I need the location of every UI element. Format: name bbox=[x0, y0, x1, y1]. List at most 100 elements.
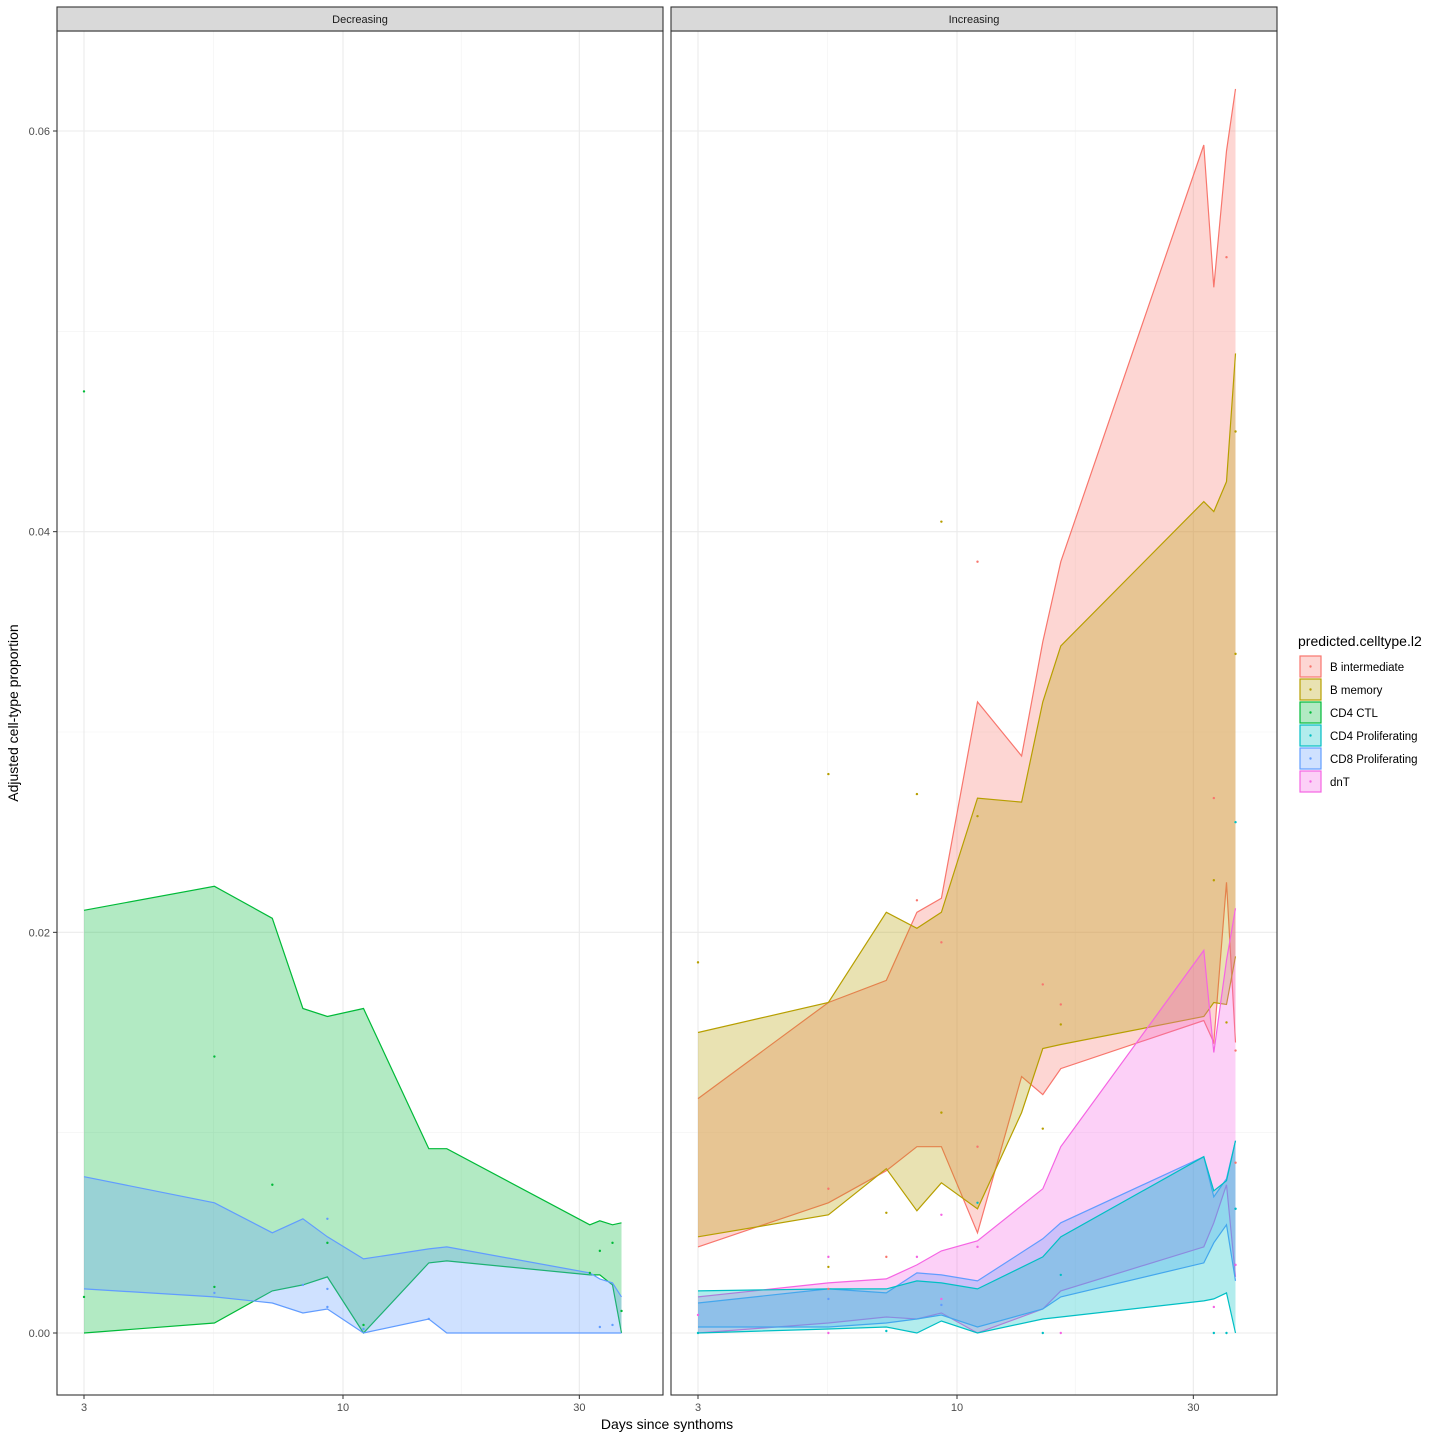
data-point-cd4-proliferating bbox=[1234, 1207, 1237, 1210]
data-point-cd4-ctl bbox=[362, 1323, 365, 1327]
data-point-cd8-proliferating bbox=[326, 1287, 329, 1291]
data-point-cd8-proliferating bbox=[301, 1283, 305, 1287]
legend-key-point-b-memory bbox=[1309, 688, 1312, 691]
data-point-b-memory bbox=[940, 1111, 943, 1114]
legend-label-b-memory: B memory bbox=[1330, 685, 1383, 697]
ribbon-cd4-proliferating bbox=[698, 1140, 1236, 1333]
panel-background bbox=[57, 31, 663, 1395]
data-point-dnt bbox=[940, 1213, 943, 1217]
ribbon-upper-line-cd8-proliferating bbox=[697, 1140, 1237, 1304]
data-point-cd4-ctl bbox=[213, 1055, 216, 1058]
legend-title: predicted.celltype.l2 bbox=[1298, 633, 1422, 649]
panel-decreasing: Decreasing 3 10 30 bbox=[56, 6, 664, 1414]
ribbon-lower-line-b-memory bbox=[697, 956, 1237, 1238]
panel-background bbox=[671, 31, 1277, 1395]
data-point-dnt bbox=[827, 1255, 830, 1259]
ribbon-b-memory bbox=[698, 353, 1236, 1237]
data-point-cd4-proliferating bbox=[976, 1201, 979, 1204]
legend-label-dnt: dnT bbox=[1330, 777, 1350, 789]
data-point-cd8-proliferating bbox=[827, 1297, 830, 1301]
data-point-b-memory bbox=[940, 520, 943, 523]
panel-increasing: Increasing 3 10 30 bbox=[670, 6, 1278, 1414]
data-point-cd4-ctl bbox=[82, 1295, 86, 1299]
data-point-b-memory bbox=[885, 1211, 888, 1215]
data-point-dnt bbox=[696, 1313, 700, 1317]
y-axis-title: Adjusted cell-type proportion bbox=[5, 624, 21, 801]
data-point-dnt bbox=[940, 1297, 943, 1301]
data-point-b-intermediate bbox=[827, 1187, 830, 1190]
legend-label-cd4-ctl: CD4 CTL bbox=[1330, 708, 1379, 720]
legend-key-point-b-intermediate bbox=[1309, 665, 1312, 668]
x-tick-label: 30 bbox=[573, 1402, 585, 1414]
legend-key-point-cd4-ctl bbox=[1309, 711, 1312, 714]
data-point-b-memory bbox=[1234, 430, 1237, 433]
ribbon-cd4-ctl bbox=[84, 886, 622, 1333]
ribbon-lower-line-dnt bbox=[697, 1184, 1237, 1334]
x-tick-label: 10 bbox=[337, 1402, 349, 1414]
data-point-dnt bbox=[1059, 1331, 1062, 1335]
legend-key-point-cd4-proliferating bbox=[1309, 734, 1312, 737]
y-tick-label: 0.00 bbox=[29, 1328, 50, 1340]
ribbon-dnt bbox=[698, 908, 1236, 1333]
ribbon-lower-line-cd4-proliferating bbox=[697, 1292, 1237, 1334]
data-point-b-intermediate bbox=[1225, 256, 1228, 259]
data-point-cd4-ctl bbox=[326, 1241, 329, 1245]
data-point-b-intermediate bbox=[940, 941, 943, 944]
data-point-dnt bbox=[827, 1331, 830, 1335]
ribbon-cd8-proliferating bbox=[84, 1176, 622, 1333]
x-tick-label: 10 bbox=[951, 1402, 963, 1414]
legend-key-point-cd8-proliferating bbox=[1309, 757, 1312, 760]
data-point-b-intermediate bbox=[1059, 1003, 1062, 1006]
ribbon-upper-line-b-intermediate bbox=[697, 88, 1237, 1100]
ribbon-upper-line-b-memory bbox=[697, 353, 1237, 1034]
data-point-b-intermediate bbox=[885, 1255, 888, 1259]
ribbon-upper-line-dnt bbox=[697, 908, 1237, 1298]
data-point-cd8-proliferating bbox=[427, 1317, 430, 1321]
x-tick-label: 30 bbox=[1187, 1402, 1199, 1414]
data-point-cd4-proliferating bbox=[1212, 1331, 1216, 1335]
ribbon-lower-line-cd4-ctl bbox=[83, 1260, 623, 1334]
facet-strip-label: Decreasing bbox=[332, 14, 388, 26]
data-point-cd4-ctl bbox=[620, 1309, 623, 1313]
data-point-cd4-proliferating bbox=[1059, 1273, 1062, 1277]
data-point-cd8-proliferating bbox=[598, 1325, 602, 1329]
data-point-cd4-ctl bbox=[82, 390, 86, 393]
y-tick-label: 0.04 bbox=[29, 527, 50, 539]
ribbon-upper-line-cd4-proliferating bbox=[697, 1140, 1237, 1292]
data-point-b-intermediate bbox=[1234, 1161, 1237, 1164]
ribbon-b-intermediate bbox=[698, 88, 1236, 1247]
data-point-cd4-ctl bbox=[213, 1285, 216, 1289]
x-tick-label: 3 bbox=[695, 1402, 701, 1414]
data-point-b-intermediate bbox=[1212, 796, 1216, 800]
data-point-dnt bbox=[1212, 1305, 1216, 1309]
facet-strip bbox=[670, 6, 1278, 32]
data-point-b-memory bbox=[1225, 1021, 1228, 1024]
data-point-dnt bbox=[1234, 1263, 1237, 1267]
x-axis-title: Days since synthoms bbox=[601, 1416, 733, 1432]
data-point-cd4-proliferating bbox=[1225, 1331, 1228, 1335]
ribbon-cd8-proliferating bbox=[698, 1140, 1236, 1327]
data-point-b-memory bbox=[915, 792, 919, 796]
legend-key-point-dnt bbox=[1309, 780, 1312, 783]
legend-label-cd4-proliferating: CD4 Proliferating bbox=[1330, 731, 1418, 743]
data-point-cd8-proliferating bbox=[940, 1303, 943, 1307]
data-point-b-intermediate bbox=[827, 1287, 830, 1291]
y-tick-label: 0.06 bbox=[29, 126, 50, 138]
legend-label-cd8-proliferating: CD8 Proliferating bbox=[1330, 754, 1418, 766]
data-point-b-memory bbox=[827, 1265, 830, 1269]
legend-label-b-intermediate: B intermediate bbox=[1330, 662, 1404, 674]
data-point-b-intermediate bbox=[1041, 983, 1044, 986]
facet-strip-label: Increasing bbox=[949, 14, 1000, 26]
ribbon-lower-line-cd8-proliferating bbox=[698, 1223, 1237, 1328]
data-point-cd4-ctl bbox=[588, 1271, 592, 1275]
data-point-b-intermediate bbox=[915, 899, 919, 902]
data-point-cd8-proliferating bbox=[213, 1291, 216, 1295]
facet-strip bbox=[56, 6, 664, 32]
ribbon-lower-line-cd8-proliferating bbox=[83, 1288, 622, 1334]
data-point-cd8-proliferating bbox=[326, 1305, 329, 1309]
data-point-b-memory bbox=[976, 814, 979, 818]
data-point-b-memory bbox=[1212, 879, 1216, 882]
data-point-cd8-proliferating bbox=[326, 1217, 329, 1221]
data-point-b-memory bbox=[696, 961, 700, 964]
